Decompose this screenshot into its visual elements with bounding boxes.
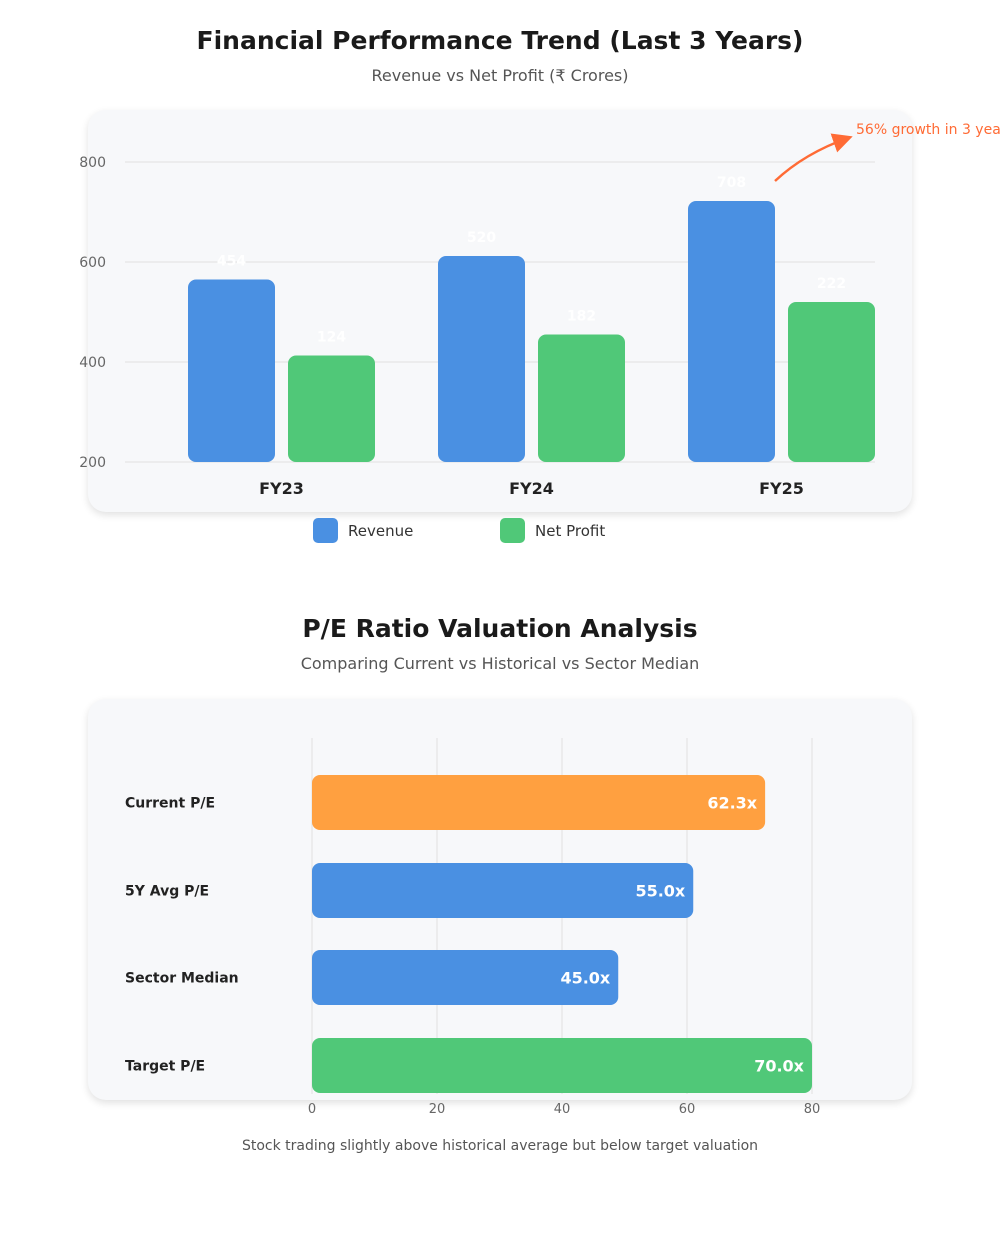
value-label-net-profit-fy23: 124 bbox=[317, 330, 346, 346]
pe-chart: 0 20 40 60 80 62.3x Current P/E 55.0x 5Y Avg P/E… bbox=[125, 738, 821, 1117]
pe-chart-subtitle: Comparing Current vs Historical vs Secto… bbox=[300, 654, 700, 673]
bar-target-p-e bbox=[312, 1038, 812, 1093]
pe-chart-title: P/E Ratio Valuation Analysis bbox=[302, 614, 698, 643]
value-label-revenue-fy23: 454 bbox=[217, 254, 246, 270]
x-tick-label-20: 20 bbox=[429, 1102, 446, 1117]
y-tick-label-800: 800 bbox=[79, 155, 106, 171]
value-label-revenue-fy25: 708 bbox=[717, 175, 746, 191]
bar-net-profit-fy24 bbox=[538, 334, 625, 462]
bar-revenue-fy23 bbox=[188, 279, 275, 462]
value-label-current-p-e: 62.3x bbox=[707, 794, 757, 813]
x-tick-label-40: 40 bbox=[554, 1102, 571, 1117]
bar-current-p-e bbox=[312, 775, 766, 830]
value-label-5y-avg-p-e: 55.0x bbox=[635, 882, 685, 901]
value-label-net-profit-fy24: 182 bbox=[567, 309, 596, 325]
bar-revenue-fy24 bbox=[438, 256, 525, 462]
x-category-label-fy25: FY25 bbox=[759, 479, 804, 498]
y-category-label-target-p-e: Target P/E bbox=[125, 1059, 205, 1075]
value-label-net-profit-fy25: 222 bbox=[817, 276, 846, 292]
revenue-chart: 200 400 600 800 454 124 FY23 520 182 FY24 708 222 FY… bbox=[79, 122, 1000, 498]
x-tick-label-80: 80 bbox=[804, 1102, 821, 1117]
x-category-label-fy23: FY23 bbox=[259, 479, 304, 498]
x-tick-label-60: 60 bbox=[679, 1102, 696, 1117]
y-tick-label-400: 400 bbox=[79, 355, 106, 371]
x-tick-label-0: 0 bbox=[308, 1102, 316, 1117]
bar-revenue-fy25 bbox=[688, 201, 775, 462]
x-category-label-fy24: FY24 bbox=[509, 479, 554, 498]
revenue-chart-legend: Revenue Net Profit bbox=[0, 518, 1000, 546]
value-label-target-p-e: 70.0x bbox=[754, 1057, 804, 1076]
legend-label-revenue: Revenue bbox=[348, 521, 414, 540]
legend-item-net-profit: Net Profit bbox=[500, 518, 605, 543]
legend-swatch-net-profit bbox=[500, 518, 525, 543]
bar-5y-avg-p-e bbox=[312, 863, 694, 918]
legend-swatch-revenue bbox=[313, 518, 338, 543]
y-tick-label-600: 600 bbox=[79, 255, 106, 271]
y-category-label-current-p-e: Current P/E bbox=[125, 796, 215, 812]
bar-net-profit-fy23 bbox=[288, 355, 375, 462]
y-tick-label-200: 200 bbox=[79, 455, 106, 471]
growth-annotation: 56% growth in 3 years bbox=[856, 122, 1000, 138]
y-category-label-5y-avg-p-e: 5Y Avg P/E bbox=[125, 884, 209, 900]
revenue-chart-title: Financial Performance Trend (Last 3 Year… bbox=[196, 26, 804, 55]
valuation-note: Stock trading slightly above historical … bbox=[241, 1138, 759, 1154]
y-category-label-sector-median: Sector Median bbox=[125, 971, 239, 987]
legend-label-net-profit: Net Profit bbox=[535, 521, 606, 540]
value-label-sector-median: 45.0x bbox=[560, 969, 610, 988]
revenue-chart-subtitle: Revenue vs Net Profit (₹ Crores) bbox=[371, 66, 629, 85]
bar-net-profit-fy25 bbox=[788, 302, 875, 462]
value-label-revenue-fy24: 520 bbox=[467, 230, 496, 246]
legend-item-revenue: Revenue bbox=[313, 518, 413, 543]
growth-arrow bbox=[774, 133, 853, 182]
bar-sector-median bbox=[312, 950, 619, 1005]
